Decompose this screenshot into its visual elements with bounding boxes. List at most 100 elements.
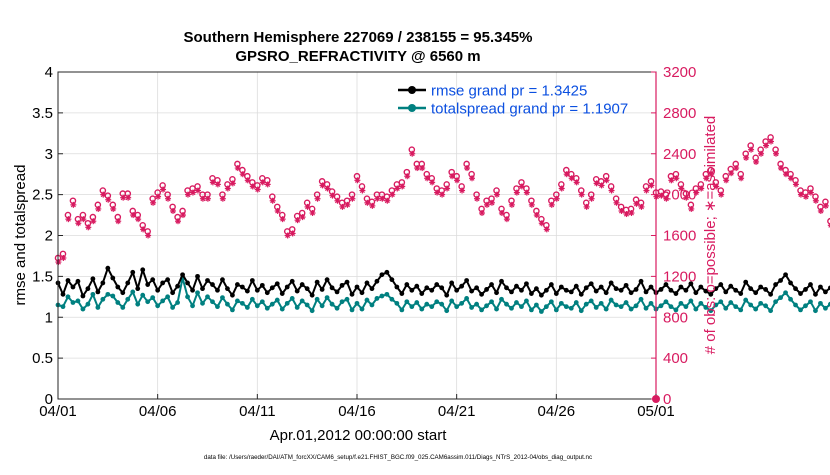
- totalspread-point: [484, 303, 489, 309]
- asterisk-stroke: [150, 200, 156, 206]
- obs-assimilated-marker: [802, 193, 809, 200]
- rmse-point: [404, 282, 410, 287]
- obs-assimilated-marker: [239, 171, 246, 178]
- obs-assimilated-marker: [115, 218, 122, 225]
- totalspread-point: [200, 300, 205, 306]
- axes: 0 0.5 1 1.5 2 2.5 3 3.5 4 0 400 800 1200 1600 2000 2400…: [32, 64, 696, 420]
- totalspread-point: [274, 297, 280, 303]
- asterisk-stroke: [663, 196, 669, 202]
- obs-assimilated-marker: [434, 189, 441, 196]
- asterisk-stroke: [668, 177, 674, 183]
- asterisk-stroke: [434, 190, 440, 196]
- totalspread-point: [284, 300, 290, 306]
- obs-assimilated-marker: [135, 216, 142, 223]
- asterisk-stroke: [628, 210, 635, 216]
- totalspread-point: [379, 293, 385, 299]
- totalspread-point: [115, 300, 121, 305]
- asterisk-stroke: [414, 165, 420, 171]
- rmse-point: [424, 285, 430, 291]
- obs-assimilated-marker: [787, 175, 794, 182]
- asterisk-stroke: [280, 216, 286, 222]
- asterisk-stroke: [404, 173, 410, 179]
- asterisk-stroke: [439, 192, 445, 198]
- x-tick-label: 04/01: [39, 403, 77, 420]
- rmse-point: [808, 282, 813, 287]
- totalspread-point: [190, 303, 195, 309]
- asterisk-stroke: [494, 192, 500, 198]
- totalspread-point: [309, 308, 315, 314]
- totalspread-point: [394, 300, 400, 306]
- obs-assimilated-marker: [768, 138, 775, 145]
- totalspread-point: [384, 291, 390, 297]
- rmse-point: [215, 287, 220, 293]
- totalspread-point: [195, 290, 200, 296]
- obs-assimilated-marker: [444, 185, 451, 192]
- obs-assimilated-marker: [812, 197, 819, 204]
- rmse-point: [155, 287, 161, 293]
- y-tick-label-left: 3: [45, 146, 53, 163]
- asterisk-stroke: [778, 165, 784, 171]
- rmse-point: [688, 281, 694, 287]
- obs-assimilated-marker: [449, 173, 456, 180]
- obs-assimilated-marker: [394, 185, 401, 192]
- totalspread-point: [703, 305, 709, 310]
- asterisk-stroke: [713, 183, 719, 189]
- rmse-point: [509, 289, 514, 295]
- rmse-point: [259, 282, 265, 288]
- rmse-point: [693, 290, 699, 296]
- y-tick-label-right: 2000: [663, 187, 696, 204]
- rmse-point: [75, 278, 81, 284]
- obs-possible-marker: [827, 217, 830, 225]
- rmse-point: [115, 284, 121, 290]
- totalspread-line: [57, 277, 830, 313]
- totalspread-point: [504, 301, 509, 307]
- asterisk-stroke: [818, 208, 824, 214]
- rmse-point: [299, 282, 305, 287]
- obs-assimilated-marker: [294, 217, 301, 224]
- totalspread-point: [145, 299, 151, 305]
- obs-assimilated-marker: [738, 175, 745, 182]
- obs-assimilated-marker: [105, 196, 112, 203]
- asterisk-stroke: [783, 171, 789, 177]
- asterisk-stroke: [599, 182, 605, 188]
- y-tick-label-right: 2400: [663, 146, 696, 163]
- totalspread-point: [758, 300, 764, 306]
- asterisk-stroke: [310, 210, 316, 216]
- rmse-point: [359, 290, 365, 296]
- totalspread-point: [329, 301, 335, 307]
- legend-marker-totalspread: [408, 104, 416, 112]
- asterisk-stroke: [170, 208, 176, 214]
- rmse-point: [633, 287, 639, 292]
- obs-assimilated-marker: [763, 142, 770, 149]
- y-tick-label-left: 2.5: [32, 187, 53, 204]
- rmse-point: [449, 280, 455, 286]
- totalspread-point: [75, 298, 81, 304]
- totalspread-point: [244, 305, 250, 310]
- asterisk-stroke: [594, 180, 600, 186]
- asterisk-stroke: [419, 165, 425, 171]
- obs-assimilated-marker: [772, 150, 779, 157]
- totalspread-point: [623, 300, 629, 305]
- totalspread-point: [718, 299, 724, 305]
- obs-assimilated-marker: [155, 193, 162, 200]
- rmse-point: [419, 291, 425, 296]
- y-axis-label-right: # of obs: o=possible; ∗=assimilated: [702, 116, 719, 355]
- legend: rmse grand pr = 1.3425 totalspread grand…: [398, 83, 628, 118]
- totalspread-point: [603, 306, 609, 312]
- obs-assimilated-marker: [354, 177, 361, 184]
- obs-assimilated-marker: [663, 195, 670, 202]
- asterisk-stroke: [808, 190, 814, 196]
- asterisk-stroke: [235, 165, 241, 171]
- rmse-point: [723, 289, 729, 295]
- obs-assimilated-marker: [319, 182, 326, 189]
- asterisk-stroke: [334, 198, 340, 204]
- obs-assimilated-marker: [618, 207, 625, 214]
- rmse-point: [643, 289, 649, 295]
- asterisk-stroke: [693, 190, 699, 196]
- totalspread-point: [578, 308, 584, 314]
- obs-assimilated-marker: [234, 165, 241, 172]
- y-tick-label-left: 4: [45, 64, 53, 81]
- rmse-point: [389, 277, 395, 283]
- rmse-point: [658, 287, 664, 292]
- asterisk-stroke: [519, 183, 525, 189]
